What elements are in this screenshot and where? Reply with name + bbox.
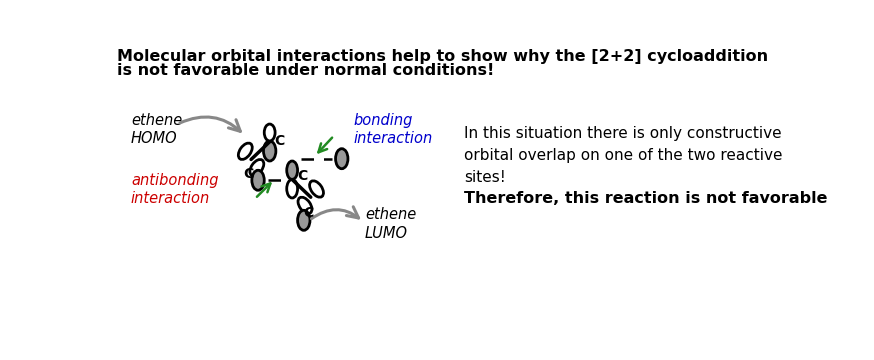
- Text: is not favorable under normal conditions!: is not favorable under normal conditions…: [117, 63, 495, 78]
- Ellipse shape: [250, 159, 264, 176]
- Ellipse shape: [287, 161, 297, 180]
- Ellipse shape: [336, 149, 348, 169]
- Text: ethene
HOMO: ethene HOMO: [131, 113, 182, 146]
- Text: ethene
LUMO: ethene LUMO: [365, 207, 416, 241]
- Text: C: C: [274, 134, 285, 148]
- Ellipse shape: [297, 210, 310, 230]
- Text: antibonding
interaction: antibonding interaction: [131, 173, 218, 206]
- Ellipse shape: [298, 197, 312, 213]
- Ellipse shape: [264, 124, 275, 141]
- Text: C: C: [297, 168, 307, 183]
- Ellipse shape: [239, 143, 253, 159]
- Text: In this situation there is only constructive
orbital overlap on one of the two r: In this situation there is only construc…: [464, 126, 783, 185]
- Ellipse shape: [263, 141, 276, 161]
- Text: C: C: [303, 206, 314, 220]
- Ellipse shape: [252, 170, 264, 190]
- Ellipse shape: [287, 180, 297, 198]
- Text: Molecular orbital interactions help to show why the [2+2] cycloaddition: Molecular orbital interactions help to s…: [117, 49, 768, 64]
- Text: Therefore, this reaction is not favorable: Therefore, this reaction is not favorabl…: [464, 191, 828, 206]
- Ellipse shape: [309, 181, 323, 197]
- Text: bonding
interaction: bonding interaction: [353, 113, 433, 146]
- Text: C: C: [244, 167, 253, 181]
